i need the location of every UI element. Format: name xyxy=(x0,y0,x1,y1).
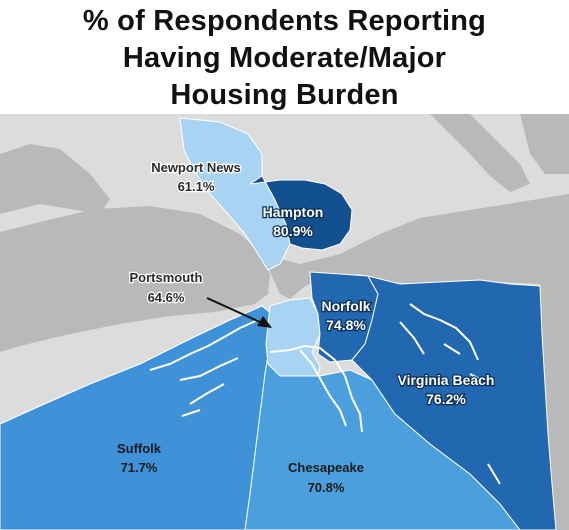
hampton-roads-water xyxy=(262,194,569,299)
portsmouth-pointer-arrow xyxy=(206,297,263,324)
map-title: % of Respondents Reporting Having Modera… xyxy=(0,0,569,112)
label-hampton-value: 80.9% xyxy=(273,223,313,239)
region-newport-news xyxy=(179,117,291,271)
title-line-1: % of Respondents Reporting xyxy=(82,5,487,37)
label-newport-news-value: 61.1% xyxy=(178,179,215,194)
label-norfolk-value: 74.8% xyxy=(326,317,366,333)
label-virginia-beach-value: 76.2% xyxy=(426,391,466,407)
label-hampton-name: Hampton xyxy=(263,204,324,220)
york-river-water xyxy=(430,114,530,192)
shoreline-inlets xyxy=(149,303,501,485)
title-line-2: Having Moderate/Major xyxy=(122,42,447,74)
region-hampton xyxy=(249,175,353,251)
label-portsmouth-value: 64.6% xyxy=(148,290,185,305)
label-norfolk-name: Norfolk xyxy=(322,298,371,314)
label-newport-news-name: Newport News xyxy=(151,160,241,175)
back-bay-water xyxy=(520,114,569,174)
james-river-water xyxy=(0,206,270,352)
region-virginia-beach xyxy=(351,275,557,530)
label-virginia-beach-name: Virginia Beach xyxy=(397,372,494,388)
label-chesapeake-name: Chesapeake xyxy=(288,460,364,475)
label-portsmouth-name: Portsmouth xyxy=(130,270,203,285)
choropleth-map: Newport News 61.1% Hampton 80.9% Portsmo… xyxy=(0,114,569,530)
label-suffolk-value: 71.7% xyxy=(121,460,158,475)
upper-james-water xyxy=(0,144,110,214)
arrow-head-icon xyxy=(257,316,272,328)
title-line-3: Housing Burden xyxy=(170,79,399,111)
label-chesapeake-value: 70.8% xyxy=(308,480,345,495)
label-suffolk-name: Suffolk xyxy=(117,441,162,456)
